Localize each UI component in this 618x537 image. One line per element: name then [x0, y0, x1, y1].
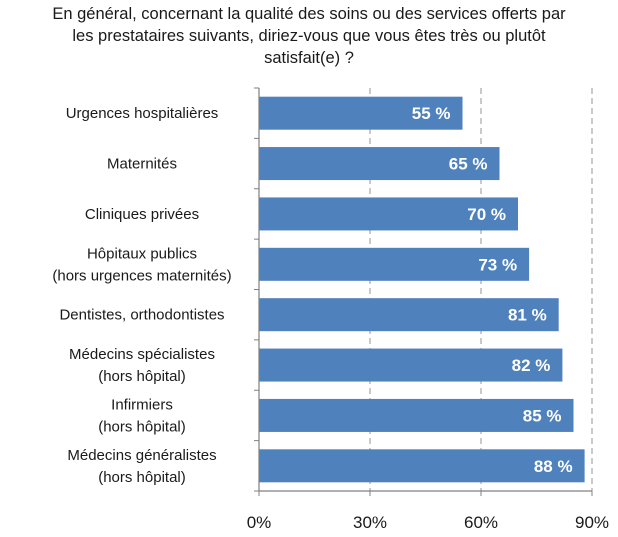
category-label-5-line-0: Médecins spécialistes — [69, 346, 215, 363]
category-label-7-line-0: Médecins généralistes — [67, 447, 216, 464]
category-label-5-line-1: (hors hôpital) — [98, 368, 186, 385]
chart-title-line-2: les prestataires suivants, diriez-vous q… — [72, 27, 546, 45]
category-label-3-line-1: (hors urgences maternités) — [52, 267, 231, 284]
bar-4 — [259, 298, 559, 332]
category-label-4: Dentistes, orthodontistes — [59, 307, 224, 324]
chart-title: En général, concernant la qualité des so… — [0, 3, 618, 69]
value-label-3: 73 % — [478, 255, 517, 274]
bar-3 — [259, 247, 530, 281]
category-label-6-line-1: (hors hôpital) — [98, 418, 186, 435]
category-label-4-line-0: Dentistes, orthodontistes — [59, 307, 224, 324]
category-label-7: Médecins généralistes (hors hôpital) — [67, 447, 216, 486]
category-label-5: Médecins spécialistes (hors hôpital) — [69, 346, 215, 385]
category-label-1-line-0: Maternités — [107, 156, 177, 173]
category-label-0: Urgences hospitalières — [66, 105, 219, 122]
x-tick-labels: 0% 30% 60% 90% — [247, 513, 609, 532]
bar-6 — [259, 398, 574, 432]
value-label-7: 88 % — [534, 457, 573, 476]
category-label-2-line-0: Cliniques privées — [85, 206, 199, 223]
bar-7 — [259, 449, 585, 483]
bars: 55 % 65 % 70 % 73 % 81 % 82 % 85 % 88 % — [259, 96, 585, 483]
category-label-3-line-0: Hôpitaux publics — [87, 245, 197, 262]
x-tick-label-30: 30% — [353, 513, 387, 532]
bar-2 — [259, 197, 518, 231]
value-label-1: 65 % — [449, 155, 488, 174]
category-label-2: Cliniques privées — [85, 206, 199, 223]
value-label-4: 81 % — [508, 306, 547, 325]
value-label-0: 55 % — [412, 104, 451, 123]
bar-1 — [259, 147, 500, 181]
x-tick-label-0: 0% — [247, 513, 272, 532]
x-tick-label-90: 90% — [575, 513, 609, 532]
category-label-1: Maternités — [107, 156, 177, 173]
value-label-6: 85 % — [523, 406, 562, 425]
chart-title-line-3: satisfait(e) ? — [264, 49, 354, 67]
x-tick-label-60: 60% — [464, 513, 498, 532]
value-label-2: 70 % — [467, 205, 506, 224]
category-label-6: Infirmiers (hors hôpital) — [98, 396, 186, 435]
value-label-5: 82 % — [512, 356, 551, 375]
bar-5 — [259, 348, 563, 382]
category-label-3: Hôpitaux publics (hors urgences maternité… — [52, 245, 231, 284]
category-label-0-line-0: Urgences hospitalières — [66, 105, 219, 122]
axes — [254, 87, 593, 496]
category-labels: Urgences hospitalières Maternités Clinique… — [52, 105, 231, 486]
category-label-6-line-0: Infirmiers — [111, 396, 173, 413]
bar-0 — [259, 96, 463, 130]
category-label-7-line-1: (hors hôpital) — [98, 469, 186, 486]
chart-title-line-1: En général, concernant la qualité des so… — [52, 5, 566, 23]
